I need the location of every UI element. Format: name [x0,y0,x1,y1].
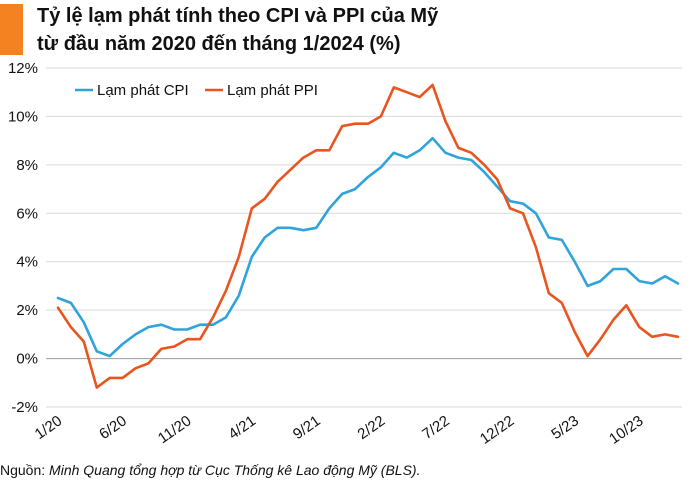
chart-title-line-1: Tỷ lệ lạm phát tính theo CPI và PPI của … [37,5,439,27]
x-tick-label: 4/21 [225,412,259,443]
legend: Lạm phát CPI Lạm phát PPI [75,82,318,99]
y-tick-label: 2% [16,302,38,319]
chart-title-line-2: từ đầu năm 2020 đến tháng 1/2024 (%) [37,33,401,55]
source-note: Nguồn: Minh Quang tổng hợp từ Cục Thống … [0,462,700,478]
source-label: Nguồn: [0,462,46,478]
series-line-cpi [56,136,680,358]
chart-title: Tỷ lệ lạm phát tính theo CPI và PPI của … [37,2,687,58]
y-tick-label: 0% [16,351,38,368]
series-lines [56,83,680,389]
grid-lines [46,67,682,408]
x-tick-label: 7/22 [419,412,453,443]
legend-label: Lạm phát PPI [227,82,318,99]
y-tick-label: 8% [16,157,38,174]
y-tick-label: 4% [16,254,38,271]
x-axis: 1/20 6/20 11/20 4/21 9/21 2/22 7/22 12/22 5/23 10… [32,358,682,448]
source-text: Minh Quang tổng hợp từ Cục Thống kê Lao … [49,462,421,478]
y-tick-label: -2% [11,399,38,416]
y-axis-tick-labels: -2% 0% 2% 4% 6% 8% 10% 12% [8,60,38,416]
legend-label: Lạm phát CPI [97,82,189,99]
x-tick-label: 12/22 [477,412,518,447]
x-tick-label: 2/22 [355,412,389,443]
x-tick-label: 10/23 [606,412,647,447]
y-tick-label: 12% [8,60,38,77]
x-tick-label: 6/20 [96,412,130,443]
x-tick-label: 11/20 [155,412,195,447]
series-line-ppi [56,83,680,389]
y-tick-label: 6% [16,205,38,222]
y-tick-label: 10% [8,108,38,125]
x-tick-label: 9/21 [290,412,324,443]
x-tick-label: 5/23 [548,412,582,443]
line-chart: -2% 0% 2% 4% 6% 8% 10% 12% 1/20 6/20 11/20 4/21 9/2… [8,60,682,448]
x-tick-label: 1/20 [32,412,66,443]
title-accent-bar [0,4,23,55]
